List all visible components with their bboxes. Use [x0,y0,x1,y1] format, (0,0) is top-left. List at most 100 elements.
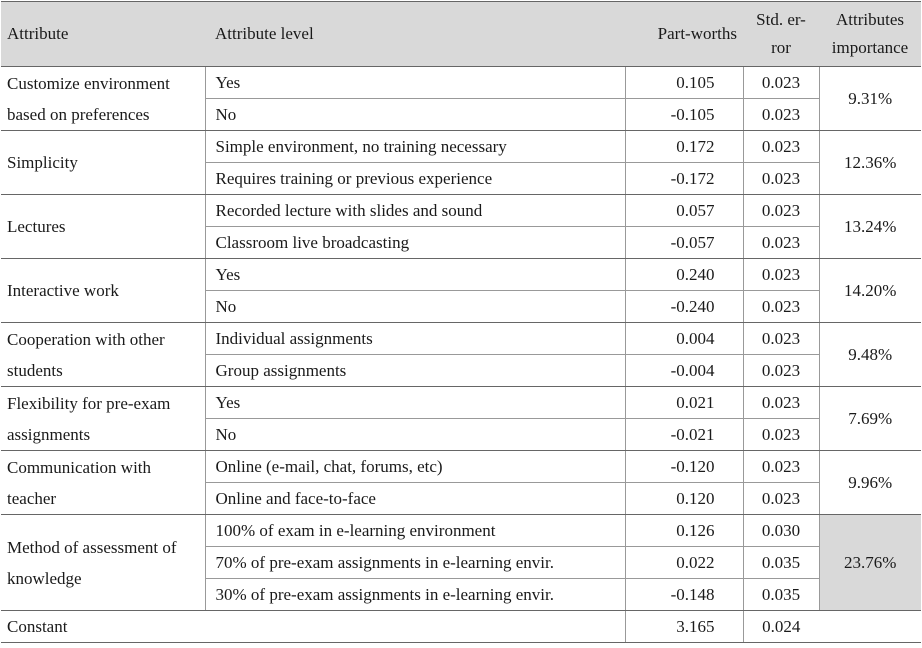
header-row: Attribute Attribute level Part-worths St… [1,1,921,67]
table-row: Classroom live broadcasting -0.057 0.023 [1,226,921,259]
header-importance-line2: importance [831,38,909,57]
std-error-value: 0.023 [742,450,819,483]
header-std-error-line2: ror [771,38,791,57]
part-worth-value: 0.004 [624,322,743,355]
attribute-level: Online and face-to-face [204,482,625,515]
part-worth-value: -0.105 [624,98,743,131]
attribute-name: Method of assessment of knowledge [1,514,205,611]
part-worth-value: -0.120 [624,450,743,483]
std-error-value: 0.023 [742,290,819,323]
header-importance-line1: Attributes [836,10,904,29]
std-error-value: 0.023 [742,194,819,227]
table-row: Online and face-to-face 0.120 0.023 [1,482,921,515]
std-error-value: 0.023 [742,162,819,195]
attribute-level: 100% of exam in e-learning environment [204,514,625,547]
attribute-importance: 23.76% [818,514,921,611]
table-row: Communication with teacher Online (e-mail… [1,450,921,515]
attribute-name: Customize environment based on preferenc… [1,66,205,131]
header-std-error-line1: Std. er- [756,10,806,29]
std-error-value: 0.035 [742,578,819,611]
header-attribute: Attribute [1,1,205,67]
std-error-value: 0.023 [742,98,819,131]
attribute-level: Simple environment, no training necessar… [204,130,625,163]
constant-importance-empty [819,610,921,643]
attribute-importance: 9.31% [818,66,921,131]
attribute-name: Simplicity [1,130,205,195]
part-worth-value: -0.172 [624,162,743,195]
attribute-importance: 13.24% [818,194,921,259]
part-worth-value: -0.004 [624,354,743,387]
part-worth-value: 0.120 [624,482,743,515]
attribute-level: Online (e-mail, chat, forums, etc) [204,450,625,483]
part-worth-value: -0.021 [624,418,743,451]
attribute-importance: 9.48% [818,322,921,387]
std-error-value: 0.023 [742,226,819,259]
std-error-value: 0.035 [742,546,819,579]
header-importance: Attributes importance [819,1,921,67]
table-row: Lectures Recorded lecture with slides and… [1,194,921,259]
attribute-level: Group assignments [204,354,625,387]
constant-level-empty [205,610,625,643]
attribute-level: Classroom live broadcasting [204,226,625,259]
table-row: No -0.105 0.023 [1,98,921,131]
std-error-value: 0.023 [742,482,819,515]
attribute-level: 30% of pre-exam assignments in e-learnin… [204,578,625,611]
part-worth-value: 0.240 [624,258,743,291]
attribute-name: Communication with teacher [1,450,205,515]
table-row: Group assignments -0.004 0.023 [1,354,921,387]
constant-std-error: 0.024 [742,610,819,643]
attribute-level: Yes [204,66,625,99]
part-worth-value: 0.057 [624,194,743,227]
header-std-error: Std. er- ror [743,1,819,67]
attribute-name: Lectures [1,194,205,259]
table-row: No -0.021 0.023 [1,418,921,451]
std-error-value: 0.030 [742,514,819,547]
attribute-level: No [204,290,625,323]
std-error-value: 0.023 [742,258,819,291]
attribute-level: 70% of pre-exam assignments in e-learnin… [204,546,625,579]
part-worth-value: -0.240 [624,290,743,323]
table-row: 70% of pre-exam assignments in e-learnin… [1,546,921,579]
table-row: 30% of pre-exam assignments in e-learnin… [1,578,921,611]
constant-part-worth: 3.165 [624,610,743,643]
attribute-importance: 12.36% [818,130,921,195]
table-row: Requires training or previous experience… [1,162,921,195]
std-error-value: 0.023 [742,386,819,419]
table-row: No -0.240 0.023 [1,290,921,323]
header-part-worths: Part-worths [625,1,743,67]
attribute-level: No [204,98,625,131]
std-error-value: 0.023 [742,322,819,355]
part-worth-value: -0.057 [624,226,743,259]
table-row: Simplicity Simple environment, no trainin… [1,130,921,195]
attribute-level: Yes [204,386,625,419]
part-worth-value: 0.022 [624,546,743,579]
attribute-level: Yes [204,258,625,291]
part-worth-value: 0.105 [624,66,743,99]
constant-row: Constant 3.165 0.024 [1,610,921,643]
attribute-level: Individual assignments [204,322,625,355]
attribute-level: Recorded lecture with slides and sound [204,194,625,227]
attribute-importance: 14.20% [818,258,921,323]
table-row: Customize environment based on preferenc… [1,66,921,131]
attribute-name: Interactive work [1,258,205,323]
std-error-value: 0.023 [742,418,819,451]
table-row: Flexibility for pre-exam assignments Yes 0… [1,386,921,451]
part-worth-value: 0.172 [624,130,743,163]
attribute-name: Flexibility for pre-exam assignments [1,386,205,451]
header-attribute-level: Attribute level [205,1,625,67]
attribute-level: Requires training or previous experience [204,162,625,195]
table-row: Interactive work Yes 0.240 0.023 14.20% [1,258,921,323]
attribute-level: No [204,418,625,451]
attribute-name: Cooperation with other students [1,322,205,387]
table-row: Method of assessment of knowledge 100% of… [1,514,921,611]
table-row: Cooperation with other students Individua… [1,322,921,387]
part-worth-value: 0.126 [624,514,743,547]
table-body: Customize environment based on preferenc… [1,66,921,643]
constant-label: Constant [1,610,205,643]
part-worth-value: -0.148 [624,578,743,611]
part-worth-value: 0.021 [624,386,743,419]
attribute-importance: 9.96% [818,450,921,515]
std-error-value: 0.023 [742,66,819,99]
std-error-value: 0.023 [742,354,819,387]
